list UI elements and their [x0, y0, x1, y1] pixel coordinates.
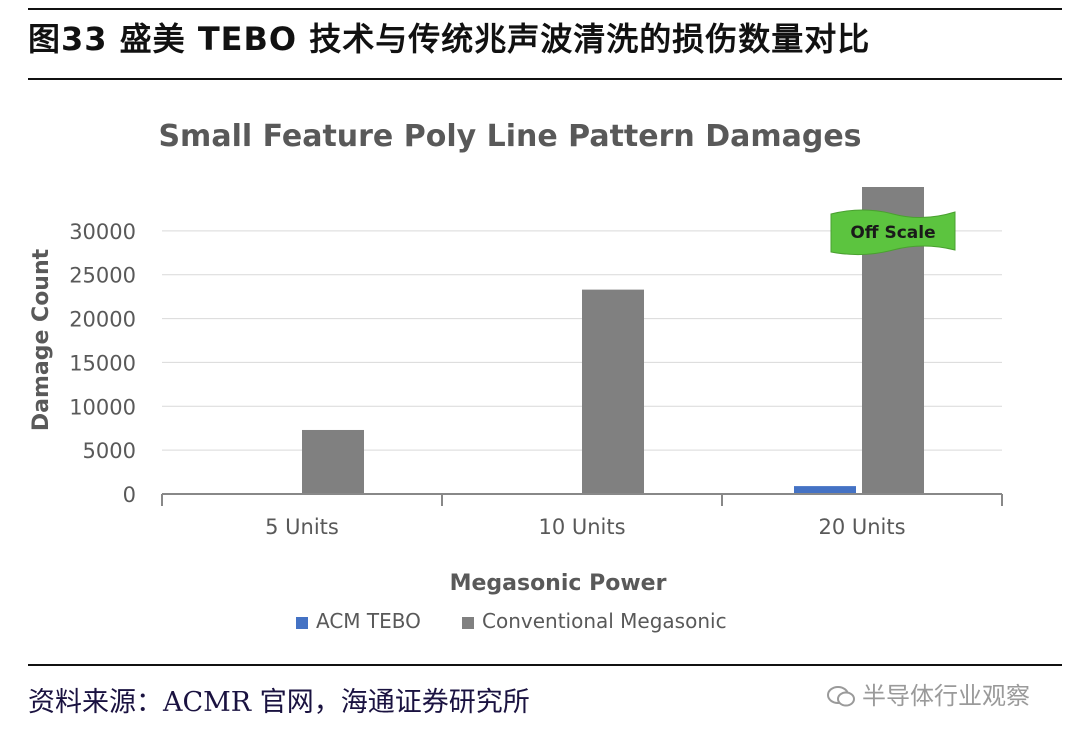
- title-rule: [28, 78, 1062, 80]
- x-tick-label: 10 Units: [538, 515, 625, 539]
- x-axis-label: Megasonic Power: [450, 571, 667, 596]
- off-scale-ribbon: [830, 209, 956, 256]
- source-note: 资料来源：ACMR 官网，海通证券研究所: [28, 687, 530, 718]
- watermark-text: 半导体行业观察: [862, 682, 1030, 710]
- legend-label: Conventional Megasonic: [482, 609, 727, 633]
- legend-label: ACM TEBO: [316, 609, 421, 633]
- legend-swatch: [296, 617, 308, 629]
- y-tick-label: 5000: [83, 439, 136, 463]
- y-axis-label: Damage Count: [29, 248, 54, 431]
- x-tick-label: 5 Units: [265, 515, 339, 539]
- y-tick-label: 0: [123, 483, 136, 507]
- off-scale-label: Off Scale: [850, 223, 935, 243]
- legend-swatch: [462, 617, 474, 629]
- y-tick-label: 30000: [69, 220, 136, 244]
- chart-title: Small Feature Poly Line Pattern Damages: [158, 119, 861, 154]
- bar-conventional-megasonic-1: [582, 289, 644, 494]
- bar-acm-tebo-2: [794, 486, 856, 494]
- y-tick-label: 25000: [69, 264, 136, 288]
- y-tick-label: 10000: [69, 395, 136, 419]
- x-axis-ticks: 5 Units 10 Units 20 Units: [161, 494, 1003, 539]
- watermark: 半导体行业观察: [826, 676, 1030, 711]
- y-axis-ticks: 0 5000 10000 15000 20000 25000 30000: [69, 220, 136, 507]
- off-scale-annotation: Off Scale: [830, 209, 956, 256]
- wechat-icon: [827, 686, 855, 707]
- x-tick-label: 20 Units: [818, 515, 905, 539]
- figure-title: 图33 盛美 TEBO 技术与传统兆声波清洗的损伤数量对比: [28, 20, 871, 58]
- y-tick-label: 15000: [69, 351, 136, 375]
- bar-conventional-megasonic-0: [302, 429, 364, 494]
- top-rule: [28, 8, 1062, 10]
- y-tick-label: 20000: [69, 308, 136, 332]
- bottom-rule: [28, 664, 1062, 666]
- legend: ACM TEBO Conventional Megasonic: [296, 609, 727, 633]
